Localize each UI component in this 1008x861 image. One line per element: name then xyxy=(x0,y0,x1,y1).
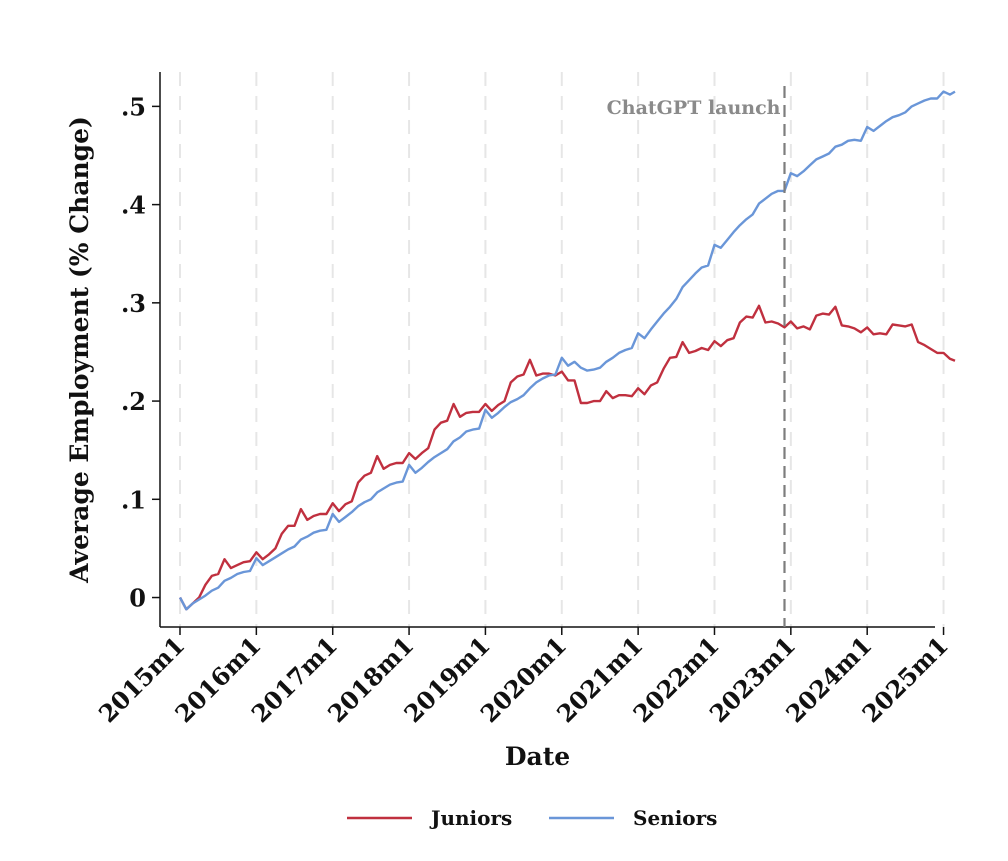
y-tick-label: .3 xyxy=(121,289,146,318)
y-tick-label: .2 xyxy=(121,387,146,416)
chatgpt-launch-label: ChatGPT launch xyxy=(607,97,781,119)
x-axis-title: Date xyxy=(505,742,570,771)
series-line-seniors xyxy=(178,90,956,611)
series-layer xyxy=(178,90,956,611)
axis-layer: 0.1.2.3.4.52015m12016m12017m12018m12019m… xyxy=(93,72,954,728)
y-axis-title: Average Employment (% Change) xyxy=(65,116,94,584)
y-tick-label: .4 xyxy=(121,191,146,220)
y-tick-label: 0 xyxy=(129,584,146,613)
legend-label-seniors: Seniors xyxy=(633,806,717,830)
annotation-layer: ChatGPT launch xyxy=(607,86,786,627)
series-line-juniors xyxy=(178,304,956,611)
legend-label-juniors: Juniors xyxy=(429,806,512,830)
grid-layer xyxy=(179,72,945,627)
y-tick-label: .5 xyxy=(121,92,146,121)
legend: Juniors Seniors xyxy=(347,806,717,830)
y-tick-label: .1 xyxy=(121,485,146,514)
